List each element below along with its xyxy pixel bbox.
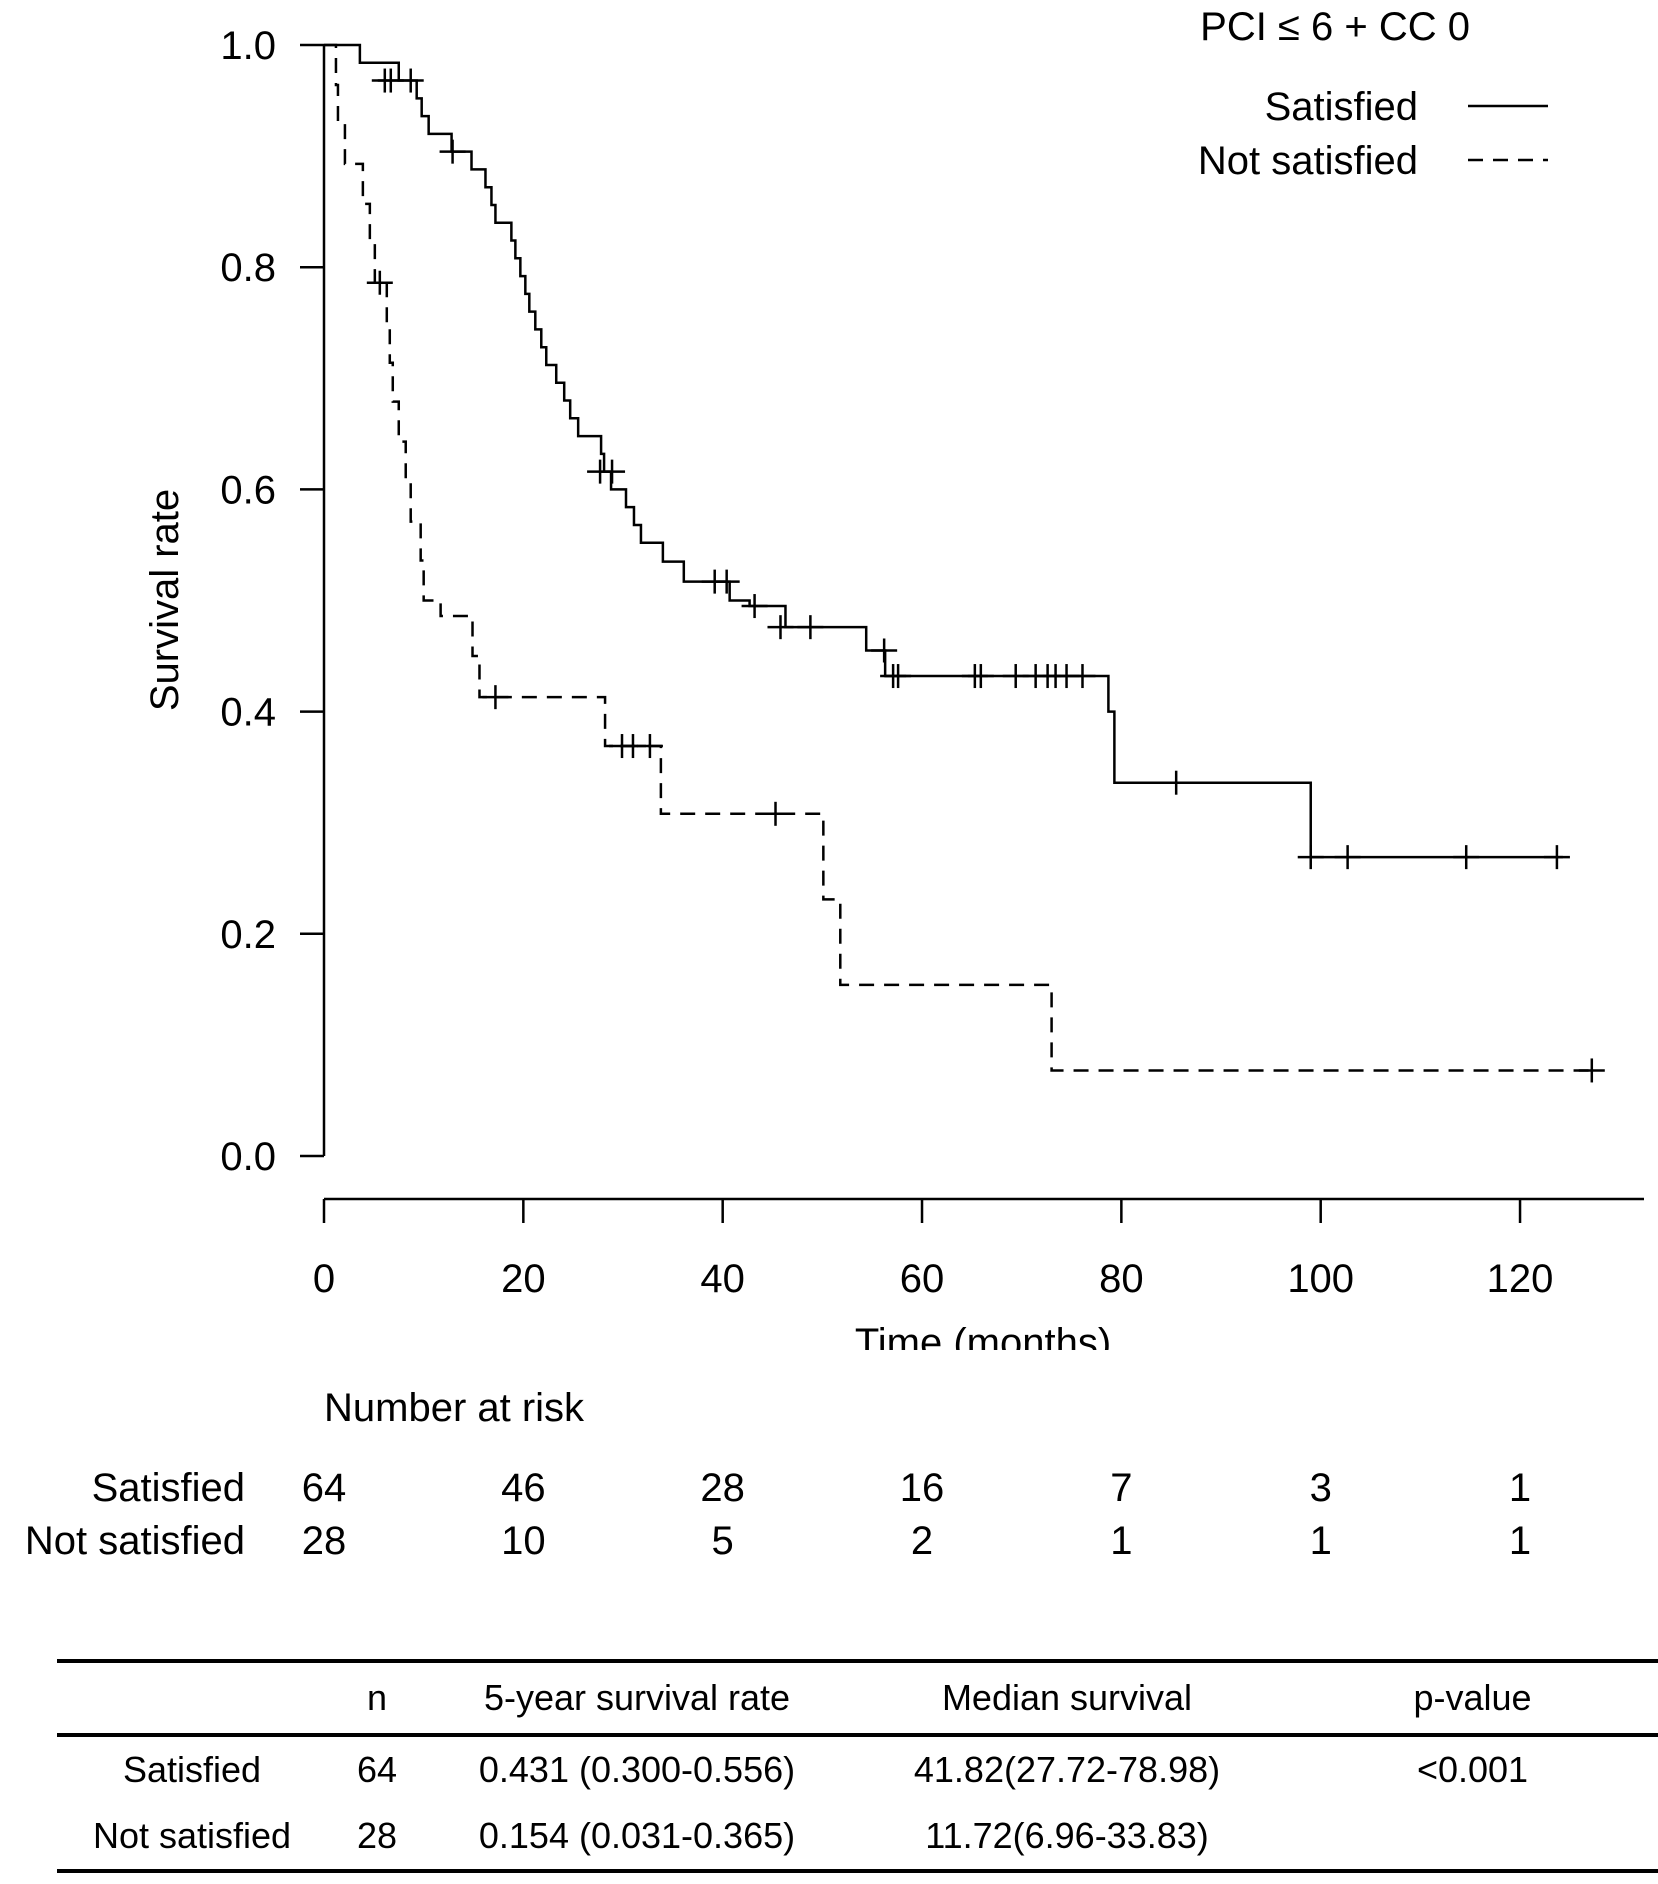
censor-mark-satisfied xyxy=(1334,845,1361,870)
plot-title: PCI ≤ 6 + CC 0 xyxy=(1200,5,1470,49)
legend-label-not-satisfied: Not satisfied xyxy=(1198,139,1418,183)
risk-count: 64 xyxy=(301,1466,347,1510)
survival-curves xyxy=(324,43,1605,1083)
x-tick-label: 0 xyxy=(313,1257,335,1301)
y-tick-label: 1.0 xyxy=(220,24,276,68)
summary-cell: Not satisfied xyxy=(92,1815,292,1856)
axes: 0.0 0.2 0.4 0.6 0.8 1.0 0 20 40 60 80 100 120 xyxy=(220,24,1644,1301)
summary-header-pvalue: p-value xyxy=(1413,1677,1532,1718)
risk-count: 1 xyxy=(1508,1519,1532,1563)
summary-row-not-satisfied: Not satisfied 28 0.154 (0.031-0.365) 11.… xyxy=(57,1803,1658,1871)
curve-not-satisfied xyxy=(324,43,1595,1072)
censor-mark-satisfied xyxy=(1297,845,1324,870)
censor-mark-not-satisfied xyxy=(482,685,509,710)
summary-cell: 0.431 (0.300-0.556) xyxy=(478,1749,796,1790)
risk-count: 1 xyxy=(1110,1519,1133,1563)
x-axis-label: Time (months) xyxy=(855,1321,1111,1350)
risk-count: 1 xyxy=(1508,1466,1532,1510)
summary-row-satisfied: Satisfied 64 0.431 (0.300-0.556) 41.82(2… xyxy=(57,1735,1658,1803)
summary-cell: 64 xyxy=(356,1749,398,1790)
summary-cell: 11.72(6.96-33.83) xyxy=(925,1815,1209,1856)
summary-header-blank xyxy=(57,1661,327,1735)
censor-mark-satisfied xyxy=(439,139,466,164)
y-tick-label: 0.4 xyxy=(220,691,276,735)
risk-count: 1 xyxy=(1309,1519,1332,1563)
summary-cell xyxy=(1287,1803,1658,1871)
risk-count: 2 xyxy=(910,1519,934,1563)
censor-mark-not-satisfied xyxy=(636,734,663,759)
risk-count: 16 xyxy=(899,1466,945,1510)
censor-mark-satisfied xyxy=(1069,664,1096,689)
censor-mark-satisfied xyxy=(767,615,794,640)
risk-count: 28 xyxy=(301,1519,347,1563)
censor-mark-satisfied xyxy=(713,569,740,594)
censor-mark-not-satisfied xyxy=(762,801,789,826)
summary-cell: 0.154 (0.031-0.365) xyxy=(478,1815,796,1856)
y-tick-label: 0.8 xyxy=(220,246,276,290)
summary-header-row: n 5-year survival rate Median survival p… xyxy=(57,1661,1658,1735)
censor-mark-satisfied xyxy=(1453,845,1480,870)
censor-mark-satisfied xyxy=(1163,770,1190,795)
censor-mark-satisfied xyxy=(871,638,898,663)
legend-label-satisfied: Satisfied xyxy=(1265,85,1418,129)
censor-mark-satisfied xyxy=(797,615,824,640)
censor-mark-satisfied xyxy=(599,459,626,484)
censor-mark-satisfied xyxy=(397,68,424,93)
summary-header-n: n xyxy=(366,1677,388,1718)
summary-cell: 28 xyxy=(356,1815,398,1856)
censor-mark-satisfied xyxy=(741,594,768,619)
x-tick-label: 40 xyxy=(700,1257,745,1301)
x-tick-label: 20 xyxy=(501,1257,546,1301)
x-tick-label: 60 xyxy=(900,1257,945,1301)
x-tick-label: 100 xyxy=(1287,1257,1354,1301)
risk-count: 10 xyxy=(501,1519,546,1563)
summary-cell: 41.82(27.72-78.98) xyxy=(913,1749,1221,1790)
censor-mark-not-satisfied xyxy=(1578,1058,1605,1083)
censor-mark-satisfied xyxy=(1543,845,1570,870)
summary-table: n 5-year survival rate Median survival p… xyxy=(57,1659,1658,1873)
risk-count: 7 xyxy=(1110,1466,1133,1510)
risk-count: 46 xyxy=(501,1466,546,1510)
km-plot: 0.0 0.2 0.4 0.6 0.8 1.0 0 20 40 60 80 100 120 PCI ≤ … xyxy=(143,5,1644,1350)
censor-mark-not-satisfied xyxy=(366,270,393,295)
summary-cell: <0.001 xyxy=(1416,1749,1529,1790)
x-tick-label: 120 xyxy=(1487,1257,1554,1301)
summary-cell: Satisfied xyxy=(122,1749,262,1790)
risk-row-label: Not satisfied xyxy=(24,1519,245,1563)
number-at-risk-title: Number at risk xyxy=(324,1386,585,1430)
risk-count: 28 xyxy=(700,1466,745,1510)
summary-header-median: Median survival xyxy=(941,1677,1193,1718)
risk-count: 3 xyxy=(1309,1466,1332,1510)
censor-mark-satisfied xyxy=(885,664,912,689)
censor-mark-satisfied xyxy=(967,664,994,689)
y-tick-label: 0.0 xyxy=(220,1135,276,1179)
y-tick-label: 0.2 xyxy=(220,913,276,957)
risk-row-label: Satisfied xyxy=(91,1466,245,1510)
legend: PCI ≤ 6 + CC 0 Satisfied Not satisfied xyxy=(1198,5,1548,183)
x-tick-label: 80 xyxy=(1099,1257,1144,1301)
risk-count: 5 xyxy=(711,1519,734,1563)
y-axis-label: Survival rate xyxy=(143,489,187,711)
y-tick-label: 0.6 xyxy=(220,468,276,512)
summary-header-5yr: 5-year survival rate xyxy=(483,1677,791,1718)
